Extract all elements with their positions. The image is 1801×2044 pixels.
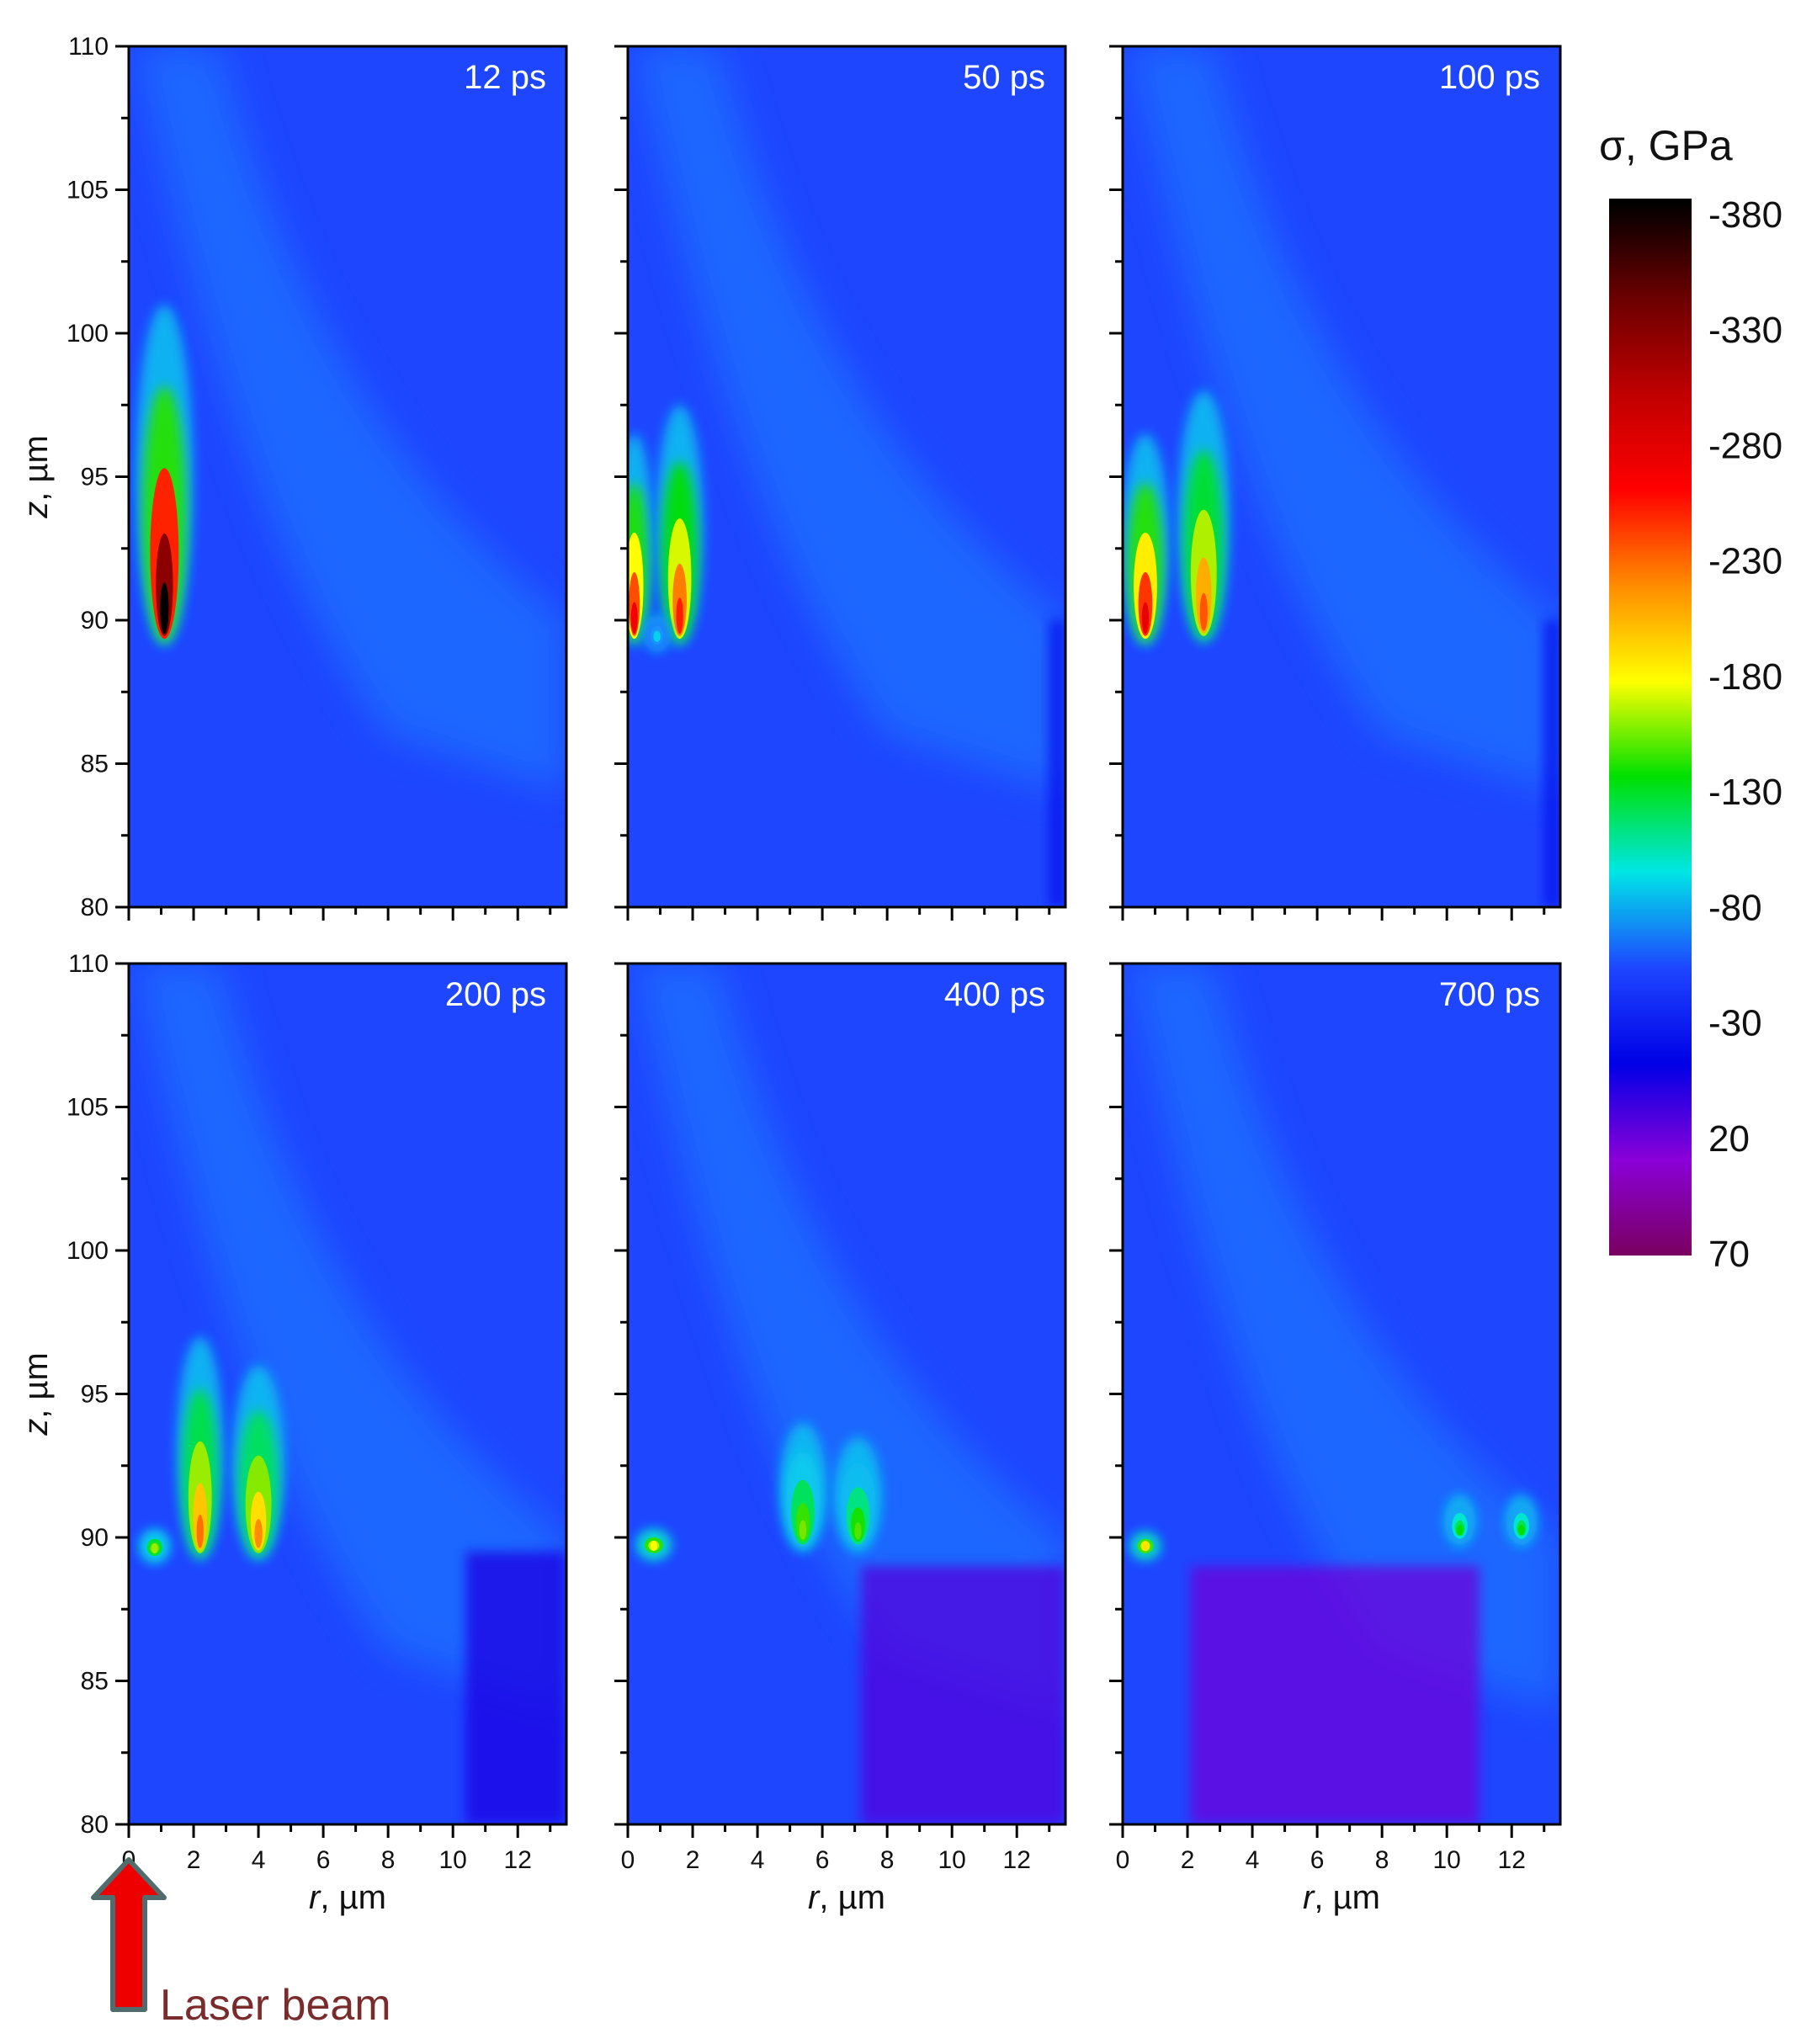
x-tick-label: 6 <box>815 1846 830 1874</box>
laser-annotation: Laser beam <box>91 1857 391 2030</box>
colorbar-label: -280 <box>1708 425 1782 466</box>
heatmap-panel: 50 ps <box>614 45 1067 921</box>
stress-jet <box>1141 602 1150 634</box>
y-tick-label: 90 <box>81 1524 109 1552</box>
colorbar-label: 20 <box>1708 1118 1750 1160</box>
stress-jet <box>630 602 638 634</box>
x-tick-label: 0 <box>1116 1846 1130 1874</box>
stress-jet <box>196 1514 204 1548</box>
x-tick-label: 10 <box>1432 1846 1460 1874</box>
x-tick-label: 4 <box>1246 1846 1260 1874</box>
stress-wave <box>135 46 566 793</box>
colorbar-label: -80 <box>1708 887 1762 928</box>
panel-time-label: 200 ps <box>445 976 546 1013</box>
panel-time-label: 12 ps <box>464 59 546 96</box>
y-tick-label: 100 <box>66 320 109 348</box>
stress-wave <box>634 964 1065 1710</box>
y-tick-label: 80 <box>81 1811 109 1839</box>
colorbar: σ, GPa -380 -330 -280 -230 -180 -130 -80 -30 20 7… <box>1599 122 1782 1275</box>
stress-wave <box>135 964 566 1710</box>
x-tick-label: 12 <box>1498 1846 1526 1874</box>
stress-jet <box>653 631 661 642</box>
edge-band <box>1543 620 1560 907</box>
heatmap-panel: 400 ps 0 2 4 6 8 10 12 r, µm <box>614 962 1067 1916</box>
heatmap-panel: 700 ps 0 2 4 6 8 10 12 r, µm <box>1109 962 1562 1916</box>
y-tick-label: 105 <box>66 177 109 204</box>
heatmap-panel: 12 ps 80 85 90 95 100 105 110 z, µm <box>18 33 568 921</box>
y-tick-label: 80 <box>81 894 109 921</box>
x-tick-label: 10 <box>438 1846 466 1874</box>
laser-label: Laser beam <box>160 1981 391 2030</box>
tensile-region <box>465 1552 566 1824</box>
tensile-region <box>1190 1566 1480 1824</box>
colorbar-title: σ, GPa <box>1599 122 1733 169</box>
laser-arrow-icon <box>91 1857 167 2012</box>
y-tick-label: 90 <box>81 607 109 634</box>
x-tick-label: 10 <box>938 1846 965 1874</box>
colorbar-gradient <box>1609 202 1692 1256</box>
y-axis-title: z, µm <box>18 1352 55 1436</box>
stress-jet <box>1456 1525 1464 1536</box>
colorbar-label: -330 <box>1708 310 1782 351</box>
x-tick-label: 6 <box>316 1846 331 1874</box>
stress-jet <box>1199 592 1208 631</box>
stress-jet <box>799 1520 807 1540</box>
x-axis-title: r, µm <box>1303 1879 1380 1916</box>
stress-jet <box>676 597 683 634</box>
x-tick-label: 2 <box>187 1846 201 1874</box>
x-axis-title: r, µm <box>808 1879 885 1916</box>
x-tick-label: 0 <box>621 1846 635 1874</box>
panel-time-label: 50 ps <box>963 59 1045 96</box>
colorbar-label: -30 <box>1708 1003 1762 1044</box>
edge-band <box>1049 620 1065 907</box>
y-tick-label: 110 <box>68 950 109 978</box>
x-tick-label: 6 <box>1310 1846 1325 1874</box>
stress-jet <box>1141 1541 1149 1552</box>
stress-jet <box>650 1540 657 1551</box>
stress-jet <box>160 582 169 634</box>
colorbar-top-cap <box>1609 199 1692 204</box>
colorbar-label: 70 <box>1708 1234 1750 1275</box>
x-tick-label: 12 <box>504 1846 532 1874</box>
stress-jet <box>151 1543 158 1554</box>
heatmap-panel: 100 ps <box>1109 45 1562 921</box>
x-tick-label: 4 <box>751 1846 765 1874</box>
panel-time-label: 700 ps <box>1439 976 1540 1013</box>
x-tick-label: 8 <box>381 1846 396 1874</box>
stress-jet <box>854 1522 862 1540</box>
stress-jet <box>1517 1525 1525 1536</box>
y-tick-label: 95 <box>81 464 109 491</box>
y-tick-label: 85 <box>81 1668 109 1696</box>
panel-time-label: 100 ps <box>1439 59 1540 96</box>
colorbar-label: -380 <box>1708 194 1782 236</box>
stress-wave <box>1129 46 1560 793</box>
colorbar-label: -130 <box>1708 772 1782 813</box>
tensile-region <box>861 1566 1065 1824</box>
stress-jet <box>254 1519 263 1548</box>
x-tick-label: 4 <box>252 1846 266 1874</box>
colorbar-label: -230 <box>1708 541 1782 582</box>
x-axis-title: r, µm <box>309 1879 386 1916</box>
x-tick-label: 12 <box>1003 1846 1031 1874</box>
y-axis-title: z, µm <box>18 435 55 519</box>
x-tick-label: 8 <box>1375 1846 1389 1874</box>
y-tick-label: 95 <box>81 1381 109 1409</box>
x-tick-label: 8 <box>880 1846 895 1874</box>
y-tick-label: 85 <box>81 751 109 778</box>
panel-time-label: 400 ps <box>944 976 1045 1013</box>
y-tick-label: 105 <box>66 1094 109 1122</box>
stress-wave <box>634 46 1065 793</box>
y-tick-label: 100 <box>66 1237 109 1265</box>
colorbar-labels: -380 -330 -280 -230 -180 -130 -80 -30 20 70 <box>1708 194 1782 1275</box>
x-tick-label: 2 <box>1181 1846 1195 1874</box>
colorbar-label: -180 <box>1708 656 1782 698</box>
x-tick-label: 2 <box>686 1846 700 1874</box>
y-tick-label: 110 <box>68 33 109 61</box>
